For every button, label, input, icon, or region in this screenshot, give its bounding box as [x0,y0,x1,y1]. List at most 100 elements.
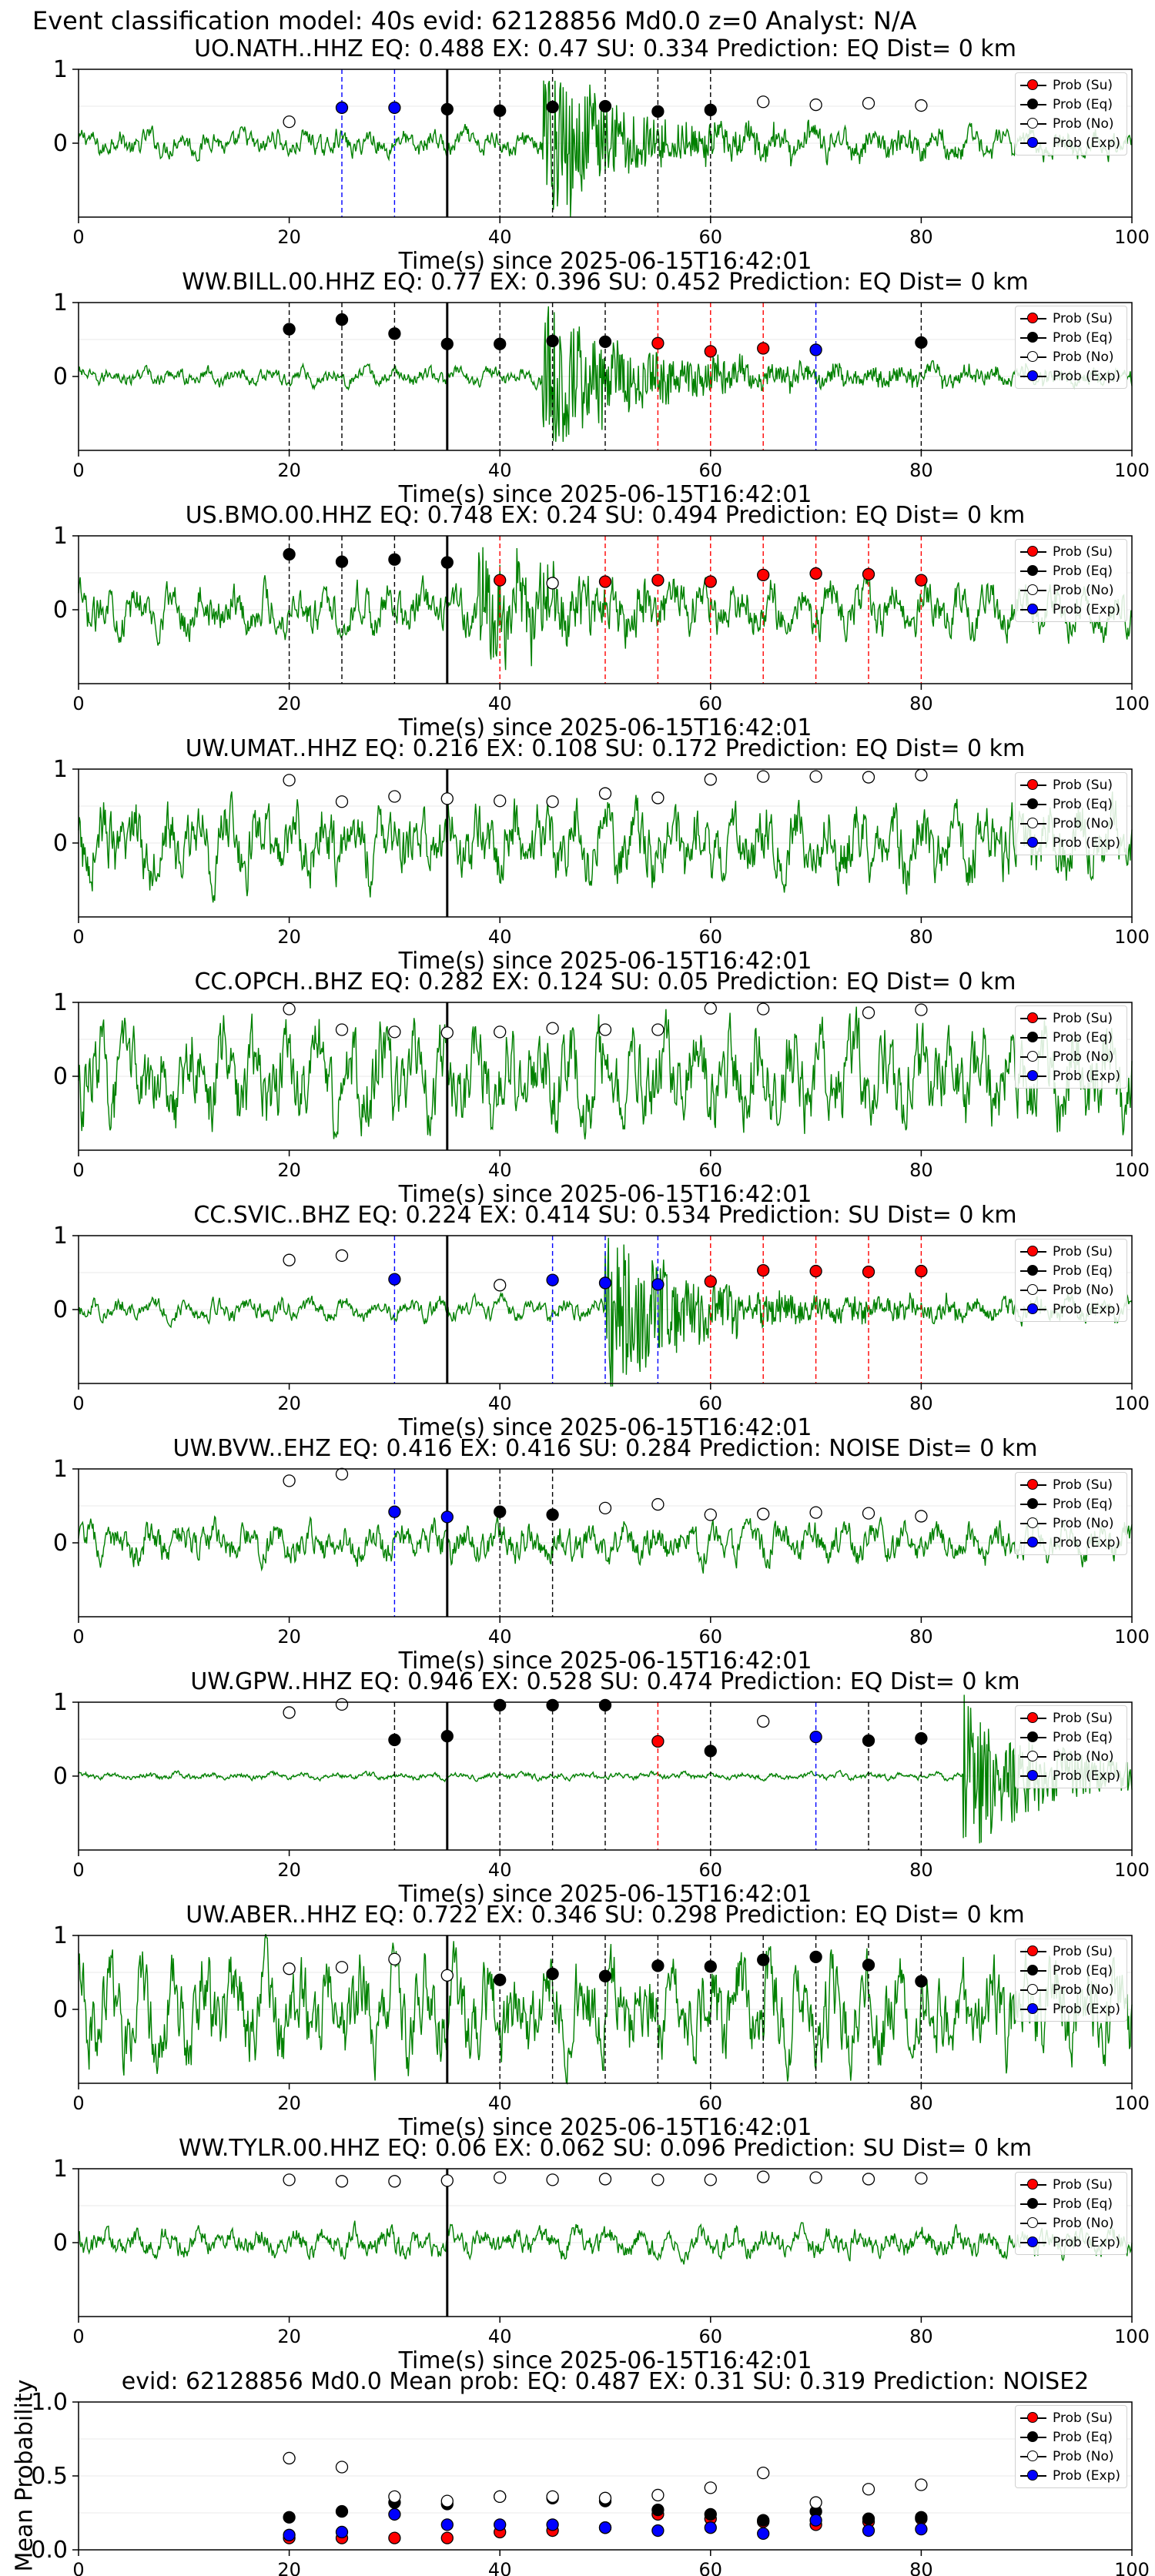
legend-label: Prob (Eq) [1053,1263,1113,1279]
prob-marker [598,335,612,349]
legend-dot [1027,817,1038,828]
legend-entry: Prob (Eq) [1020,1261,1120,1280]
mean-prob-point [440,2497,454,2511]
prob-marker [757,342,770,355]
prob-marker [598,787,612,800]
prob-marker [809,98,822,112]
prob-marker [283,1706,296,1719]
prob-marker [440,2174,454,2187]
prob-marker [809,770,822,783]
prob-marker [757,770,770,783]
legend-label: Prob (Exp) [1053,135,1121,151]
legend-marker-icon [1020,1302,1046,1317]
legend-dot [1027,2430,1038,2442]
prob-marker [283,323,296,336]
legend-entry: Prob (No) [1020,1047,1120,1066]
legend-dot [1027,117,1038,129]
mean-prob-point [494,2518,507,2531]
prob-marker [494,1505,507,1518]
mean-prob-point [809,2496,822,2509]
legend-marker-icon [1020,1477,1046,1493]
mean-prob-point [757,2515,770,2528]
y-tick-label: 0 [53,1296,68,1323]
mean-prob-point [757,2467,770,2480]
y-tick-label: 1 [53,2156,68,2183]
legend-entry: Prob (Exp) [1020,133,1120,152]
panel-title: UW.ABER..HHZ EQ: 0.722 EX: 0.346 SU: 0.2… [186,1902,1025,1929]
prob-marker [546,100,559,114]
x-tick-label: 100 [1114,926,1150,948]
prob-marker [546,1273,559,1286]
legend-entry: Prob (Eq) [1020,561,1120,580]
prob-marker [494,1698,507,1711]
legend-marker-icon [1020,1244,1046,1260]
prob-marker [598,575,612,588]
legend-label: Prob (Eq) [1053,796,1113,812]
mean-prob-point [651,2488,665,2502]
legend-marker-icon [1020,116,1046,132]
x-tick-label: 80 [909,226,933,248]
y-tick-label: 1 [53,1689,68,1716]
x-tick-label: 0 [72,226,84,248]
legend-entry: Prob (Eq) [1020,1728,1120,1747]
mean-prob-point [494,2525,507,2539]
waveform-trace [78,1237,1133,1387]
legend-label: Prob (Exp) [1053,2234,1121,2250]
prob-marker [757,95,770,109]
prob-marker [915,1731,928,1745]
legend: Prob (Su) Prob (Eq) Prob (No) Prob (Exp) [1015,1939,1128,2022]
legend-dot [1027,1478,1038,1490]
legend-dot [1027,564,1038,576]
legend-label: Prob (Exp) [1053,2001,1121,2017]
y-tick-label: 1 [53,1922,68,1949]
prob-marker [598,1969,612,1982]
legend-entry: Prob (Su) [1020,1009,1120,1028]
x-tick-label: 60 [699,1393,723,1414]
prob-marker [388,1273,401,1286]
mean-prob-point [598,2521,612,2534]
prob-marker [283,1253,296,1266]
legend-marker-icon [1020,1730,1046,1745]
legend-line [1020,1717,1046,1719]
legend-dot [1027,331,1038,343]
legend-line [1020,2241,1046,2243]
axes-frame [78,535,1133,684]
y-tick-label: 0 [53,1763,68,1790]
mean-prob-point [651,2524,665,2538]
mean-prob-point [440,2518,454,2531]
mean-prob-point [704,2481,717,2494]
prob-marker [757,1263,770,1277]
mean-prob-point [335,2504,349,2518]
panel-title: WW.BILL.00.HHZ EQ: 0.77 EX: 0.396 SU: 0.… [182,269,1029,296]
legend-marker-icon [1020,1768,1046,1784]
mean-prob-point [809,2518,822,2531]
prob-marker [862,1734,875,1748]
legend-dot [1027,1283,1038,1295]
prob-marker [335,1698,349,1711]
y-tick-label: 1.0 [31,2389,68,2416]
legend-dot [1027,1945,1038,1956]
legend: Prob (Su) Prob (Eq) Prob (No) Prob (Exp) [1015,2172,1128,2255]
mean-prob-point [704,2512,717,2525]
prob-marker [283,774,296,787]
x-tick-label: 80 [909,2559,933,2576]
legend-entry: Prob (Eq) [1020,2427,1120,2447]
panel-title: UW.BVW..EHZ EQ: 0.416 EX: 0.416 SU: 0.28… [172,1435,1038,1462]
prob-marker [388,1733,401,1747]
legend-dot [1027,584,1038,595]
prob-marker [283,2173,296,2186]
legend-line [1020,375,1046,377]
legend-marker-icon [1020,78,1046,93]
legend-label: Prob (No) [1053,1515,1114,1531]
prob-marker [915,1510,928,1523]
legend-marker-icon [1020,97,1046,112]
prob-marker [494,1279,507,1292]
legend-label: Prob (Su) [1053,544,1113,560]
prob-marker [598,1276,612,1290]
prob-marker [335,795,349,808]
prob-marker [915,574,928,587]
legend-marker-icon [1020,564,1046,579]
prob-marker [440,337,454,350]
